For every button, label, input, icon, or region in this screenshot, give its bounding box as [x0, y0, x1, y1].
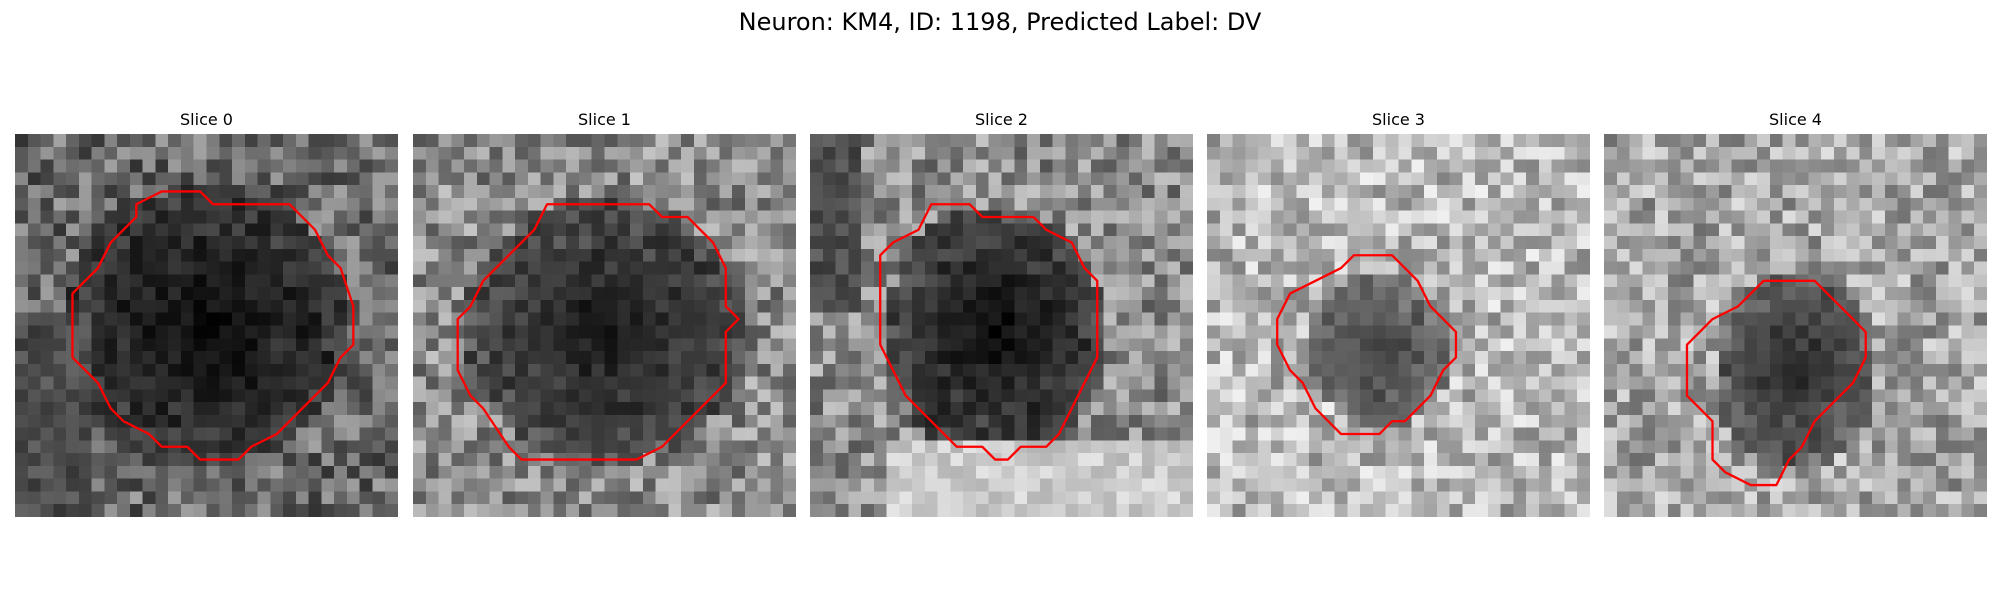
slice-title: Slice 1: [578, 110, 631, 129]
slice-image: [1207, 134, 1590, 517]
roi-contour: [71, 190, 355, 461]
slice-image: [1604, 134, 1987, 517]
roi-contour-overlay: [1276, 254, 1458, 436]
slice-title: Slice 2: [975, 110, 1028, 129]
grayscale-image: [1207, 134, 1590, 517]
figure-title: Neuron: KM4, ID: 1198, Predicted Label: …: [738, 8, 1262, 36]
slice-image: [413, 134, 796, 517]
roi-contour: [1685, 279, 1867, 487]
slice-image: [810, 134, 1193, 517]
slice-title: Slice 0: [180, 110, 233, 129]
slice-title: Slice 4: [1769, 110, 1822, 129]
grayscale-image: [810, 134, 1193, 517]
slice-panel-0: Slice 0: [15, 108, 398, 517]
roi-contour-overlay: [456, 203, 740, 461]
roi-contour-overlay: [879, 203, 1099, 461]
slice-title: Slice 3: [1372, 110, 1425, 129]
slice-panel-4: Slice 4: [1604, 108, 1987, 517]
roi-contour-overlay: [71, 190, 355, 461]
roi-contour: [879, 203, 1099, 461]
roi-contour-overlay: [1685, 279, 1867, 487]
roi-contour: [456, 203, 740, 461]
slice-panel-1: Slice 1: [413, 108, 796, 517]
slice-panel-3: Slice 3: [1207, 108, 1590, 517]
slice-panel-2: Slice 2: [810, 108, 1193, 517]
roi-contour: [1276, 254, 1458, 436]
slice-image: [15, 134, 398, 517]
